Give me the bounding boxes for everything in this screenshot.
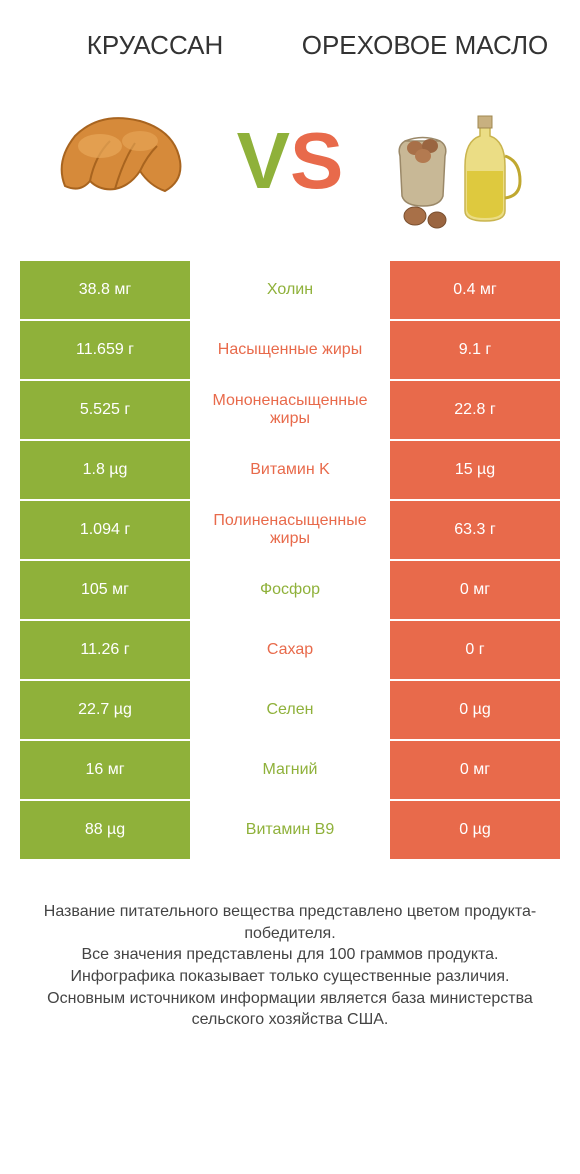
vs-v: V xyxy=(237,115,290,207)
nut-oil-image xyxy=(380,81,540,241)
cell-right: 0 µg xyxy=(390,681,560,739)
table-row: 1.094 гПолиненасыщенные жиры63.3 г xyxy=(20,501,560,559)
vs-s: S xyxy=(290,115,343,207)
table-row: 11.659 гНасыщенные жиры9.1 г xyxy=(20,321,560,379)
cell-left: 1.8 µg xyxy=(20,441,190,499)
croissant-image xyxy=(40,81,200,241)
cell-left: 105 мг xyxy=(20,561,190,619)
footer-line-3: Инфографика показывает только существенн… xyxy=(30,966,550,988)
cell-right: 15 µg xyxy=(390,441,560,499)
table-row: 1.8 µgВитамин K15 µg xyxy=(20,441,560,499)
cell-right: 0.4 мг xyxy=(390,261,560,319)
cell-right: 22.8 г xyxy=(390,381,560,439)
cell-nutrient: Насыщенные жиры xyxy=(190,321,390,379)
table-row: 11.26 гСахар0 г xyxy=(20,621,560,679)
cell-nutrient: Полиненасыщенные жиры xyxy=(190,501,390,559)
table-row: 88 µgВитамин B90 µg xyxy=(20,801,560,859)
title-left: КРУАССАН xyxy=(20,30,290,61)
table-row: 16 мгМагний0 мг xyxy=(20,741,560,799)
cell-left: 38.8 мг xyxy=(20,261,190,319)
cell-left: 1.094 г xyxy=(20,501,190,559)
footer-note: Название питательного вещества представл… xyxy=(0,861,580,1051)
cell-left: 22.7 µg xyxy=(20,681,190,739)
cell-nutrient: Холин xyxy=(190,261,390,319)
cell-right: 0 мг xyxy=(390,741,560,799)
cell-left: 88 µg xyxy=(20,801,190,859)
table-row: 38.8 мгХолин0.4 мг xyxy=(20,261,560,319)
vs-label: VS xyxy=(237,115,344,207)
cell-left: 16 мг xyxy=(20,741,190,799)
cell-nutrient: Витамин B9 xyxy=(190,801,390,859)
cell-right: 9.1 г xyxy=(390,321,560,379)
table-row: 105 мгФосфор0 мг xyxy=(20,561,560,619)
cell-right: 0 мг xyxy=(390,561,560,619)
table-row: 5.525 гМононенасыщенные жиры22.8 г xyxy=(20,381,560,439)
footer-line-2: Все значения представлены для 100 граммо… xyxy=(30,944,550,966)
cell-right: 63.3 г xyxy=(390,501,560,559)
comparison-table: 38.8 мгХолин0.4 мг11.659 гНасыщенные жир… xyxy=(0,261,580,859)
cell-left: 11.26 г xyxy=(20,621,190,679)
header: КРУАССАН ОРЕХОВОЕ МАСЛО xyxy=(0,0,580,71)
cell-right: 0 µg xyxy=(390,801,560,859)
cell-nutrient: Магний xyxy=(190,741,390,799)
table-row: 22.7 µgСелен0 µg xyxy=(20,681,560,739)
cell-right: 0 г xyxy=(390,621,560,679)
cell-left: 11.659 г xyxy=(20,321,190,379)
footer-line-4: Основным источником информации является … xyxy=(30,988,550,1031)
cell-nutrient: Сахар xyxy=(190,621,390,679)
cell-left: 5.525 г xyxy=(20,381,190,439)
vs-row: VS xyxy=(0,71,580,261)
cell-nutrient: Мононенасыщенные жиры xyxy=(190,381,390,439)
cell-nutrient: Витамин K xyxy=(190,441,390,499)
footer-line-1: Название питательного вещества представл… xyxy=(30,901,550,944)
cell-nutrient: Фосфор xyxy=(190,561,390,619)
cell-nutrient: Селен xyxy=(190,681,390,739)
title-right: ОРЕХОВОЕ МАСЛО xyxy=(290,30,560,61)
